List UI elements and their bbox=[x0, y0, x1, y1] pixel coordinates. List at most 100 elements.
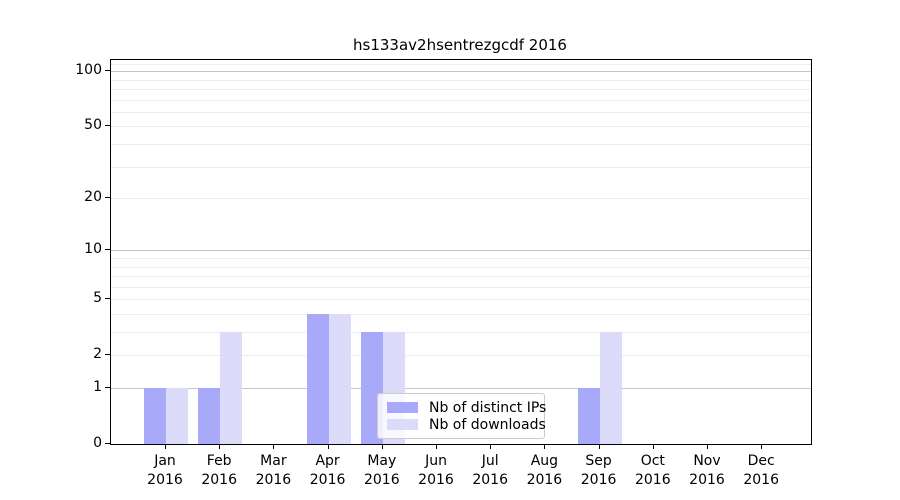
x-tick-year: 2016 bbox=[743, 472, 779, 488]
x-tick-month: May bbox=[367, 453, 397, 469]
bar-distinct-ips bbox=[198, 388, 221, 444]
y-minor-gridline bbox=[111, 332, 811, 333]
y-minor-gridline bbox=[111, 258, 811, 259]
bar-downloads bbox=[166, 388, 188, 444]
x-tick-label: Jun 2016 bbox=[404, 452, 468, 490]
y-minor-gridline bbox=[111, 166, 811, 168]
x-tick-month: Feb bbox=[206, 453, 232, 469]
x-tick-mark bbox=[761, 444, 763, 449]
y-tick-label: 10 bbox=[84, 241, 102, 258]
legend-entry-downloads: Nb of downloads bbox=[387, 416, 546, 433]
x-tick-month: Mar bbox=[260, 453, 287, 469]
x-tick-label: May 2016 bbox=[350, 452, 414, 490]
x-tick-year: 2016 bbox=[580, 472, 617, 488]
y-minor-gridline bbox=[111, 286, 811, 288]
x-tick-month: Sep bbox=[585, 453, 612, 469]
x-tick-label: Dec 2016 bbox=[729, 452, 793, 490]
x-tick-month: Oct bbox=[640, 453, 665, 469]
bar-downloads bbox=[328, 314, 351, 444]
x-tick-month: Apr bbox=[315, 453, 340, 469]
x-tick-label: Feb 2016 bbox=[187, 452, 251, 490]
x-tick-mark bbox=[598, 444, 600, 449]
y-tick-mark bbox=[105, 354, 110, 356]
x-tick-mark bbox=[544, 444, 546, 449]
y-tick-mark bbox=[105, 249, 110, 251]
y-minor-gridline bbox=[111, 99, 811, 101]
legend-label-distinct-ips: Nb of distinct IPs bbox=[429, 399, 547, 416]
x-tick-month: Nov bbox=[693, 453, 721, 469]
x-tick-label: Nov 2016 bbox=[675, 452, 739, 490]
x-tick-year: 2016 bbox=[472, 472, 508, 488]
x-tick-label: Jul 2016 bbox=[458, 452, 522, 490]
y-minor-gridline bbox=[111, 111, 811, 113]
x-tick-mark bbox=[165, 444, 166, 449]
x-tick-month: Jan bbox=[154, 453, 176, 469]
bar-distinct-ips bbox=[577, 388, 600, 444]
x-tick-month: Jun bbox=[425, 453, 447, 469]
x-tick-mark bbox=[381, 444, 383, 449]
bar-distinct-ips bbox=[306, 314, 329, 444]
chart-title: hs133av2hsentrezgcdf 2016 bbox=[353, 36, 567, 54]
y-minor-gridline bbox=[111, 89, 811, 90]
x-tick-label: Apr 2016 bbox=[296, 452, 360, 490]
legend-label-downloads: Nb of downloads bbox=[429, 416, 546, 433]
x-tick-year: 2016 bbox=[634, 472, 671, 488]
x-tick-mark bbox=[436, 444, 437, 449]
x-tick-label: Sep 2016 bbox=[567, 452, 631, 490]
y-minor-gridline bbox=[111, 266, 811, 268]
y-tick-label: 20 bbox=[84, 189, 102, 206]
y-tick-mark bbox=[105, 387, 110, 388]
y-minor-gridline bbox=[111, 79, 811, 81]
y-minor-gridline bbox=[111, 299, 811, 301]
x-tick-year: 2016 bbox=[201, 472, 237, 488]
y-tick-mark bbox=[105, 70, 110, 72]
x-tick-year: 2016 bbox=[526, 472, 563, 488]
y-tick-label: 0 bbox=[93, 435, 102, 451]
x-tick-mark bbox=[219, 444, 221, 449]
y-tick-mark bbox=[105, 443, 110, 444]
y-major-gridline bbox=[111, 250, 811, 252]
y-minor-gridline bbox=[111, 63, 811, 65]
x-tick-label: Jan 2016 bbox=[133, 452, 197, 490]
y-tick-label: 100 bbox=[75, 62, 102, 79]
y-major-gridline bbox=[111, 71, 811, 73]
x-tick-label: Aug 2016 bbox=[512, 452, 576, 490]
x-tick-mark bbox=[327, 444, 329, 449]
y-tick-label: 5 bbox=[93, 290, 102, 307]
y-minor-gridline bbox=[111, 144, 811, 145]
x-tick-year: 2016 bbox=[309, 472, 346, 488]
y-tick-mark bbox=[105, 125, 110, 127]
y-minor-gridline bbox=[111, 126, 811, 128]
x-tick-year: 2016 bbox=[689, 472, 725, 488]
x-tick-mark bbox=[707, 444, 708, 449]
legend-swatch-distinct-ips-icon bbox=[387, 402, 418, 413]
x-tick-month: Dec bbox=[747, 453, 775, 469]
y-minor-gridline bbox=[111, 276, 811, 277]
y-minor-gridline bbox=[111, 198, 811, 200]
y-minor-gridline bbox=[111, 314, 811, 315]
x-tick-mark bbox=[273, 444, 275, 449]
plot-area bbox=[110, 59, 812, 445]
x-tick-year: 2016 bbox=[363, 472, 400, 488]
y-major-gridline bbox=[111, 388, 811, 389]
x-tick-label: Mar 2016 bbox=[241, 452, 305, 490]
bar-distinct-ips bbox=[144, 388, 166, 444]
y-tick-label: 2 bbox=[93, 346, 102, 363]
legend: Nb of distinct IPs Nb of downloads bbox=[377, 393, 546, 439]
x-tick-year: 2016 bbox=[418, 472, 454, 488]
y-minor-gridline bbox=[111, 355, 811, 357]
legend-entry-distinct-ips: Nb of distinct IPs bbox=[387, 399, 546, 416]
y-tick-label: 1 bbox=[93, 379, 102, 395]
x-tick-month: Aug bbox=[530, 453, 559, 469]
x-tick-mark bbox=[490, 444, 492, 449]
bar-downloads bbox=[599, 332, 622, 444]
x-tick-mark bbox=[652, 444, 654, 449]
x-tick-year: 2016 bbox=[255, 472, 292, 488]
x-tick-label: Oct 2016 bbox=[621, 452, 685, 490]
legend-swatch-downloads-icon bbox=[387, 419, 418, 430]
x-tick-month: Jul bbox=[481, 453, 499, 469]
y-tick-mark bbox=[105, 197, 110, 199]
bar-downloads bbox=[220, 332, 243, 444]
y-tick-label: 50 bbox=[84, 117, 102, 134]
